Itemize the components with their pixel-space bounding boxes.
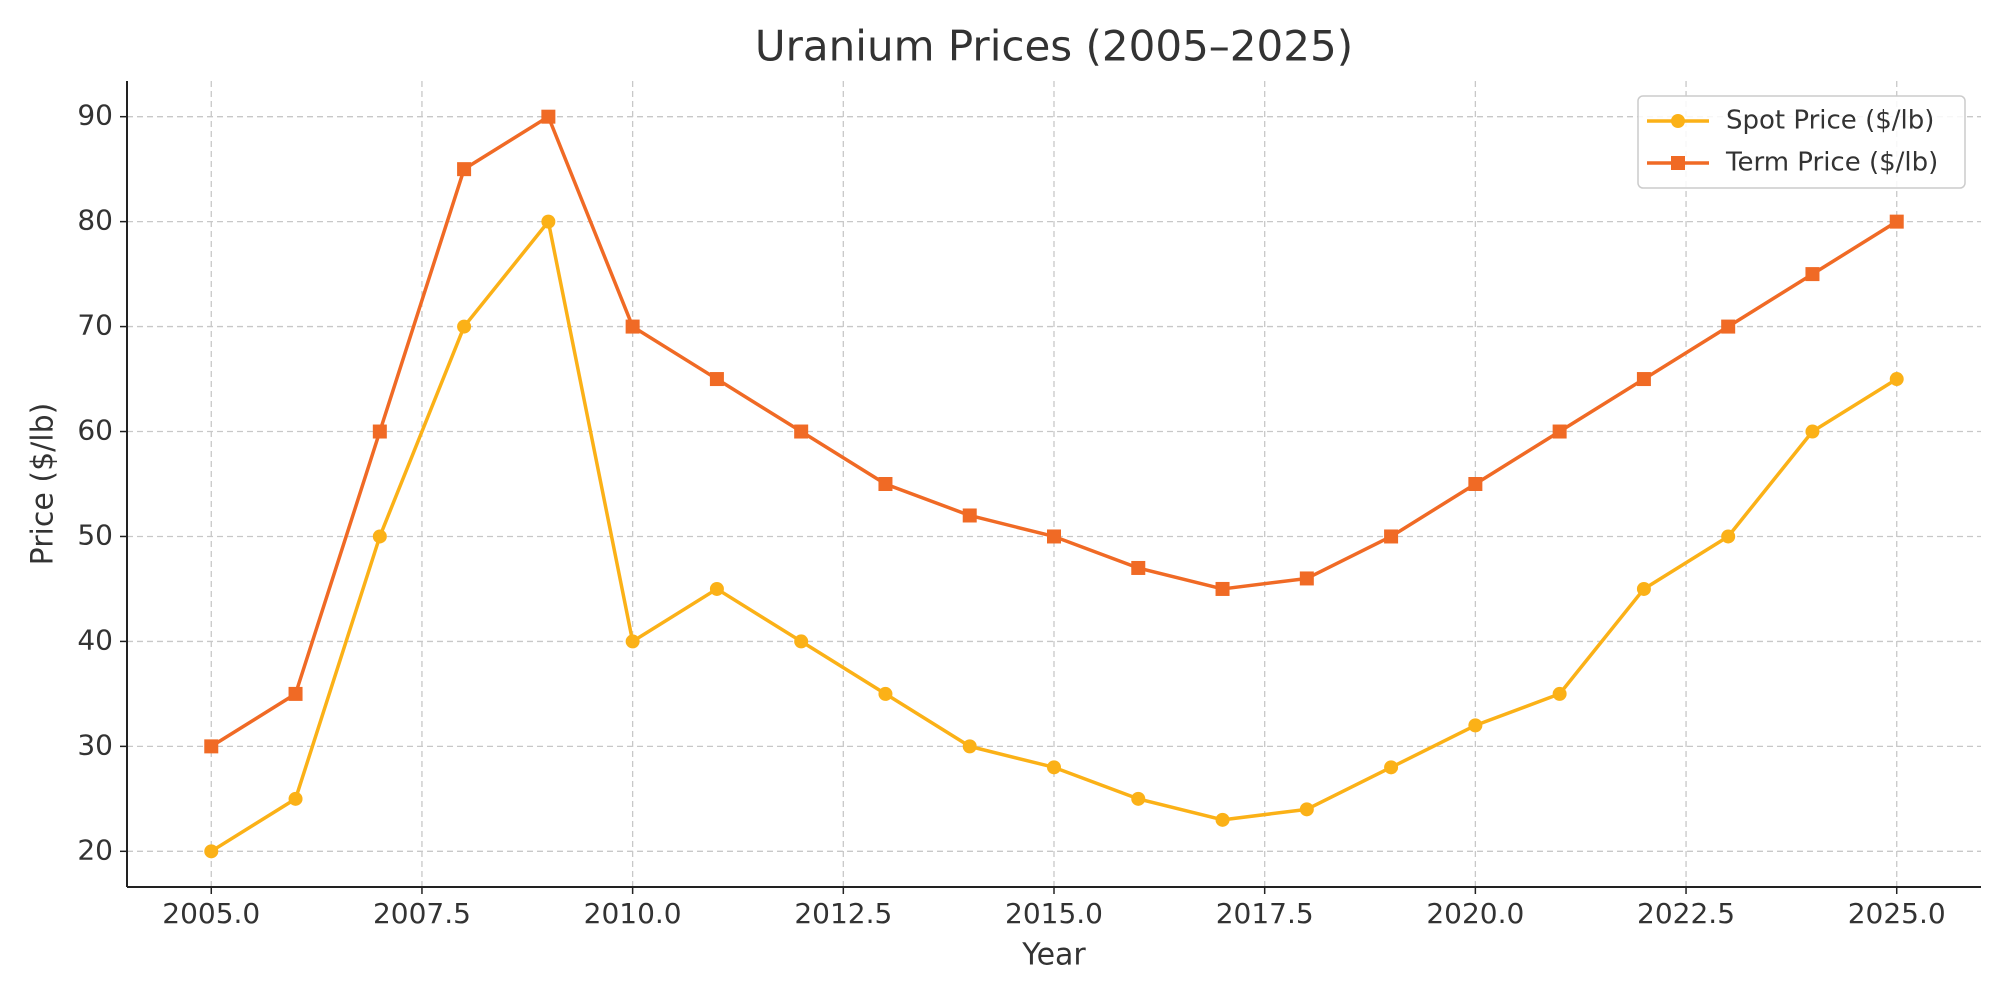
x-tick-label: 2010.0: [584, 897, 682, 930]
data-point: [1805, 424, 1820, 439]
data-point: [1468, 718, 1483, 733]
data-point: [1384, 760, 1399, 775]
x-tick-label: 2025.0: [1848, 897, 1946, 930]
data-point: [541, 214, 556, 229]
data-point: [1047, 529, 1061, 544]
y-tick-label: 60: [77, 414, 113, 447]
data-point: [1215, 812, 1230, 827]
legend-marker: [1671, 156, 1685, 170]
data-point: [457, 162, 472, 177]
data-point: [625, 634, 640, 649]
data-point: [1384, 529, 1399, 544]
y-tick-label: 50: [77, 518, 113, 551]
data-point: [794, 634, 809, 649]
data-point: [962, 508, 977, 523]
x-axis-label: Year: [1021, 938, 1086, 973]
data-point: [457, 319, 472, 334]
legend-marker: [1671, 114, 1685, 128]
x-tick-label: 2015.0: [1005, 897, 1103, 930]
x-tick-label: 2022.5: [1637, 897, 1735, 930]
data-point: [288, 791, 303, 806]
data-point: [288, 686, 303, 701]
x-tick-label: 2017.5: [1216, 897, 1314, 930]
y-axis-label: Price ($/lb): [26, 403, 61, 566]
x-tick-label: 2007.5: [373, 897, 471, 930]
data-point: [372, 529, 387, 544]
data-point: [878, 477, 893, 491]
data-point: [372, 424, 387, 439]
y-tick-label: 20: [77, 833, 113, 866]
data-point: [878, 686, 893, 701]
y-tick-label: 70: [77, 309, 113, 342]
data-point: [1721, 319, 1736, 334]
y-tick-label: 90: [77, 99, 113, 132]
data-point: [794, 424, 809, 439]
data-point: [1299, 802, 1314, 817]
data-point: [1299, 571, 1314, 586]
data-point: [1889, 372, 1904, 387]
data-point: [1552, 686, 1567, 701]
data-point: [1805, 267, 1820, 282]
legend-box: [1637, 95, 1966, 189]
data-point: [204, 739, 219, 754]
data-point: [962, 739, 977, 754]
data-point: [1131, 560, 1146, 575]
y-tick-label: 40: [77, 623, 113, 656]
data-point: [541, 109, 556, 124]
data-point: [1468, 477, 1483, 491]
data-point: [1636, 372, 1651, 387]
data-point: [1721, 529, 1736, 544]
x-tick-label: 2020.0: [1426, 897, 1524, 930]
legend-label: Spot Price ($/lb): [1726, 106, 1934, 136]
y-tick-label: 80: [77, 204, 113, 237]
data-point: [1636, 581, 1651, 596]
data-point: [1047, 760, 1061, 775]
data-point: [709, 581, 724, 596]
chart-title: Uranium Prices (2005–2025): [755, 22, 1353, 71]
y-tick-label: 30: [77, 728, 113, 761]
data-point: [1131, 791, 1146, 806]
data-point: [709, 372, 724, 387]
data-point: [625, 319, 640, 334]
data-point: [1889, 214, 1904, 229]
data-point: [204, 844, 219, 859]
data-point: [1552, 424, 1567, 439]
legend-label: Term Price ($/lb): [1725, 148, 1938, 178]
data-point: [1215, 581, 1230, 596]
legend: Spot Price ($/lb) Term Price ($/lb): [1637, 95, 1966, 189]
x-tick-label: 2012.5: [794, 897, 892, 930]
x-tick-label: 2005.0: [162, 897, 260, 930]
